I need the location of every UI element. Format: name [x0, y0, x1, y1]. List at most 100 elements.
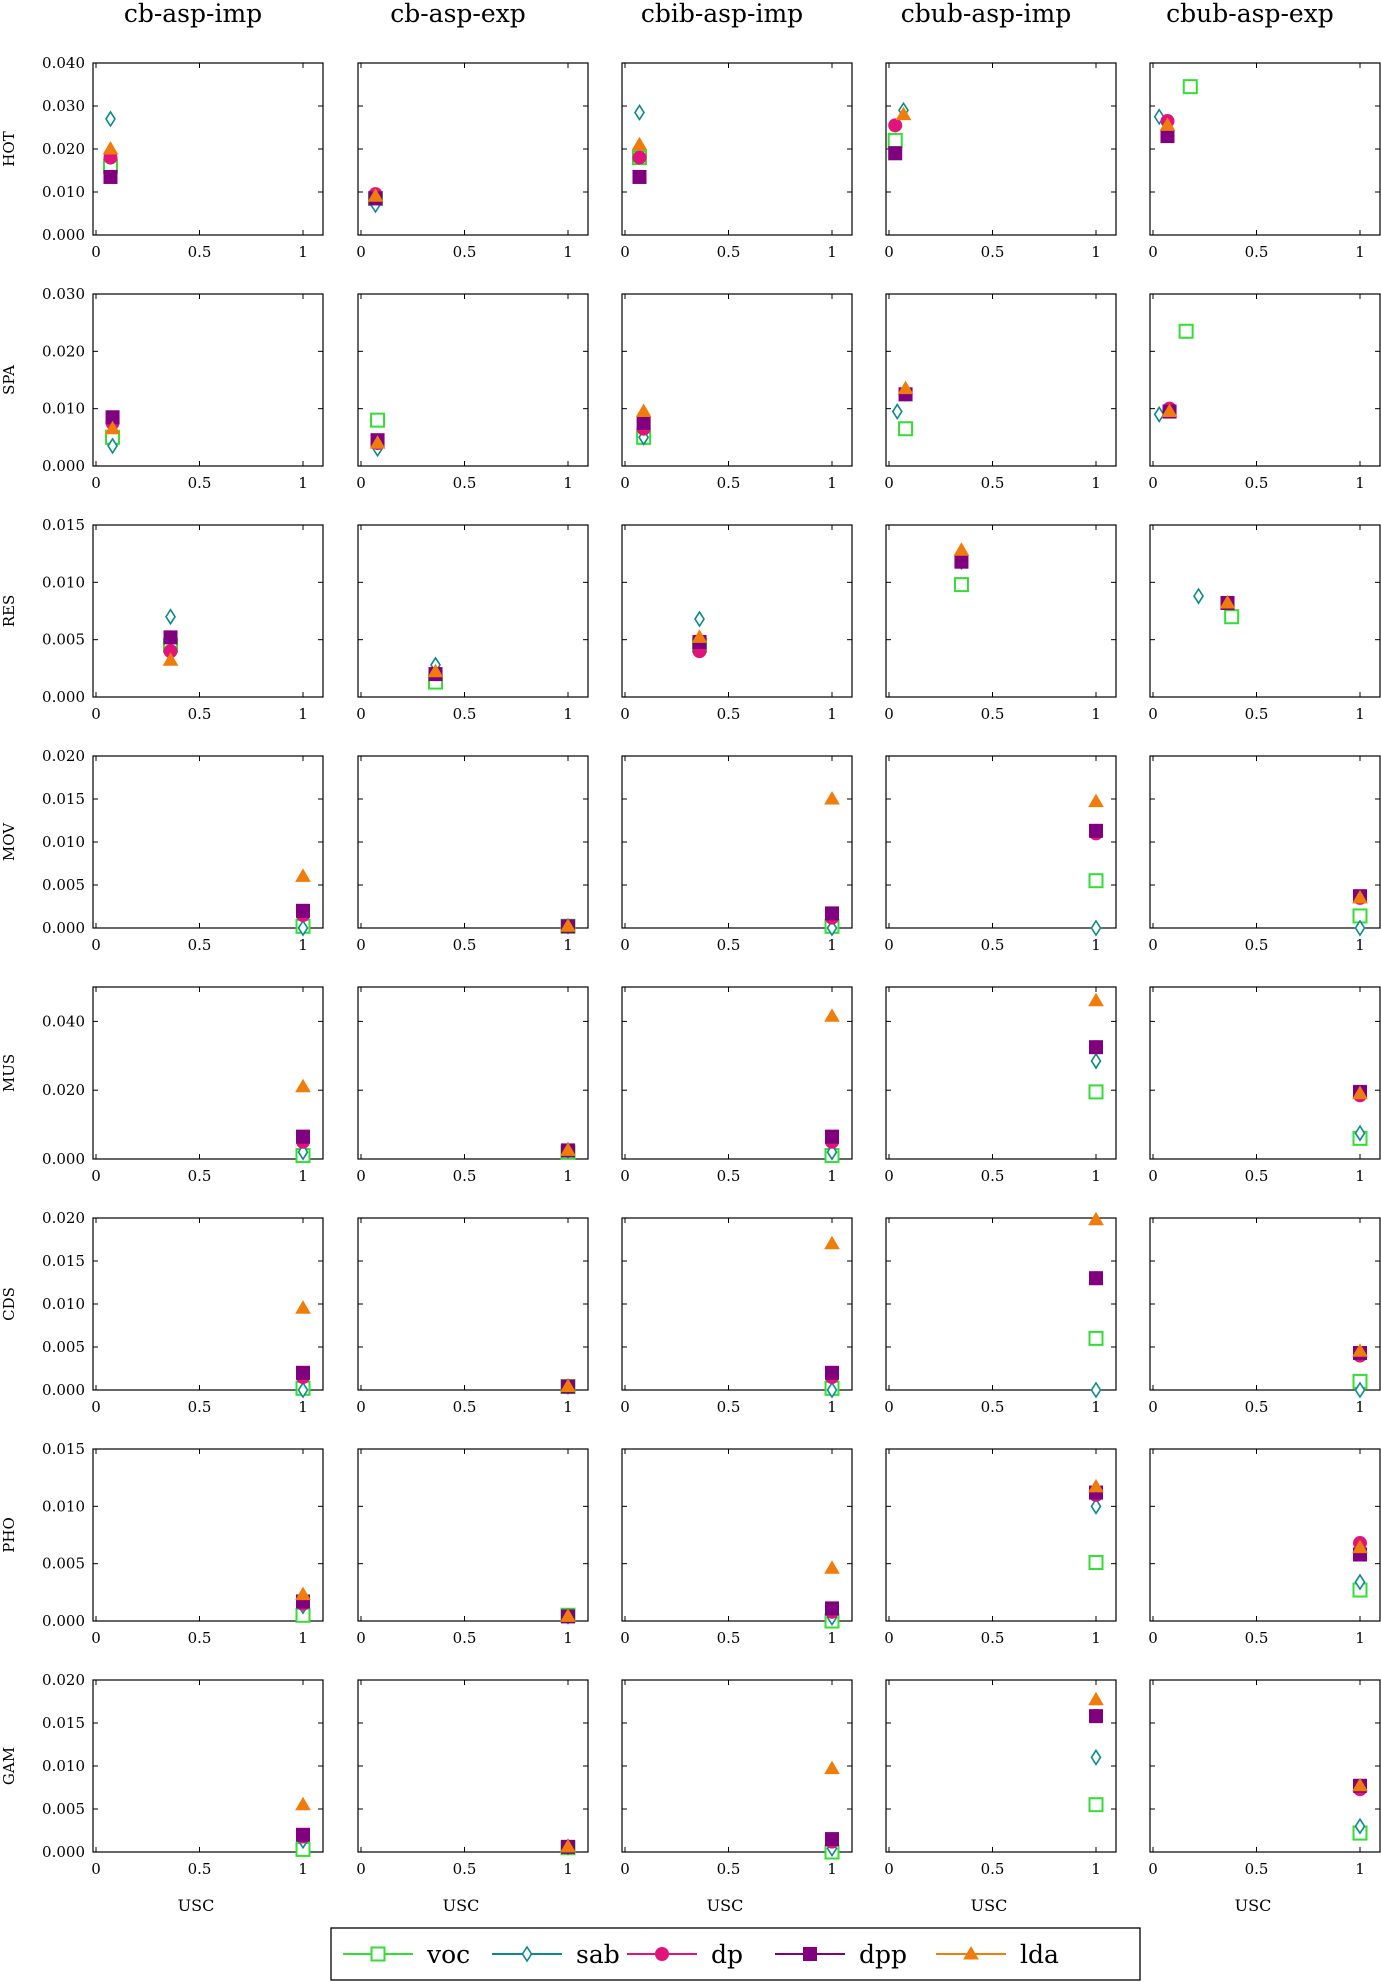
x-tick-label: 0 — [91, 474, 101, 492]
x-tick-label: 1 — [563, 243, 573, 261]
data-point-sab — [1090, 1381, 1102, 1399]
y-tick-label: 0.000 — [42, 688, 85, 706]
data-point-sab — [1354, 1124, 1366, 1142]
legend-marker-voc — [370, 1946, 386, 1962]
data-point-lda — [295, 1796, 311, 1811]
data-point-lda — [369, 435, 386, 449]
x-tick-label: 0 — [356, 705, 366, 723]
x-tick-label: 0.5 — [717, 1860, 741, 1878]
x-tick-label: 0.5 — [188, 1167, 212, 1185]
x-tick-label: 1 — [1355, 243, 1365, 261]
data-point-dpp — [1089, 823, 1103, 838]
data-point-sab — [165, 608, 176, 626]
x-tick-label: 0.5 — [188, 1629, 212, 1647]
data-point-dpp — [825, 1365, 839, 1380]
x-tick-label: 0 — [1148, 1629, 1158, 1647]
data-point-sab — [1354, 1573, 1366, 1591]
data-point-dpp — [103, 169, 118, 184]
data-point-sab — [1153, 405, 1165, 423]
plot-frame — [357, 1448, 589, 1622]
data-point-sab — [1090, 1497, 1102, 1515]
x-tick-label: 1 — [1091, 936, 1101, 954]
x-tick-label: 0 — [620, 705, 630, 723]
x-tick-label: 0 — [884, 474, 894, 492]
x-tick-label: 0 — [1148, 1398, 1158, 1416]
data-point-lda — [1088, 992, 1104, 1007]
x-tick-label: 0 — [620, 1629, 630, 1647]
x-tick-label: 0.5 — [1245, 1398, 1269, 1416]
data-point-dpp — [1089, 1271, 1103, 1286]
plot-frame — [1149, 1217, 1381, 1391]
x-tick-label: 1 — [827, 1398, 837, 1416]
x-tick-label: 0.5 — [717, 1398, 741, 1416]
y-tick-label: 0.015 — [42, 1252, 85, 1270]
y-tick-label: 0.015 — [42, 516, 85, 534]
data-point-lda — [295, 1586, 311, 1601]
data-point-sab — [1354, 1381, 1366, 1399]
data-point-dpp — [163, 630, 178, 645]
y-tick-label: 0.020 — [42, 342, 85, 360]
data-point-lda — [1088, 1691, 1104, 1706]
data-point-voc — [1088, 1555, 1104, 1571]
data-point-dpp — [825, 1601, 839, 1616]
data-point-lda — [367, 188, 384, 202]
legend-label-voc: voc — [426, 1940, 470, 1969]
legend-label-dp: dp — [711, 1940, 743, 1969]
x-tick-label: 0.5 — [981, 1860, 1005, 1878]
x-tick-label: 1 — [298, 243, 308, 261]
data-point-sab — [1090, 919, 1102, 937]
x-tick-label: 1 — [1355, 474, 1365, 492]
x-tick-label: 0.5 — [717, 1629, 741, 1647]
data-point-lda — [1161, 403, 1178, 418]
x-tick-label: 1 — [298, 1398, 308, 1416]
data-point-lda — [824, 1008, 840, 1022]
plot-frame — [621, 62, 853, 236]
data-point-lda — [895, 106, 912, 121]
plot-frame — [885, 1448, 1117, 1622]
x-tick-label: 1 — [298, 1860, 308, 1878]
y-tick-label: 0.000 — [42, 226, 85, 244]
x-tick-label: 1 — [1091, 1629, 1101, 1647]
plot-frame — [885, 62, 1117, 236]
x-tick-label: 1 — [827, 1860, 837, 1878]
data-point-lda — [1352, 1085, 1368, 1100]
x-tick-label: 1 — [563, 705, 573, 723]
data-point-sab — [826, 1143, 838, 1161]
x-tick-label: 0.5 — [981, 1398, 1005, 1416]
column-title: cb-asp-imp — [124, 0, 262, 28]
y-tick-label: 0.000 — [42, 1612, 85, 1630]
y-tick-label: 0.005 — [42, 876, 85, 894]
data-point-voc — [1182, 79, 1198, 95]
column-title: cb-asp-exp — [390, 0, 526, 28]
x-tick-label: 0 — [1148, 1860, 1158, 1878]
x-tick-label: 0.5 — [1245, 243, 1269, 261]
data-point-dpp — [636, 416, 651, 430]
y-tick-label: 0.020 — [42, 1081, 85, 1099]
x-tick-label: 1 — [1355, 705, 1365, 723]
x-tick-label: 0 — [1148, 936, 1158, 954]
x-tick-label: 0 — [620, 936, 630, 954]
y-tick-label: 0.010 — [42, 400, 85, 418]
column-title: cbub-asp-exp — [1166, 0, 1334, 28]
x-tick-label: 0 — [91, 1398, 101, 1416]
x-tick-label: 1 — [563, 1398, 573, 1416]
data-point-lda — [631, 136, 648, 151]
x-tick-label: 0 — [91, 1860, 101, 1878]
x-tick-label: 0 — [356, 1398, 366, 1416]
data-point-sab — [634, 103, 645, 121]
x-tick-label: 1 — [298, 1629, 308, 1647]
data-point-lda — [1352, 889, 1368, 904]
data-point-lda — [295, 1078, 311, 1093]
row-label: HOT — [0, 131, 18, 166]
x-tick-label: 0 — [91, 936, 101, 954]
x-tick-label: 1 — [298, 1167, 308, 1185]
plot-frame — [1149, 293, 1381, 467]
plot-frame — [885, 293, 1117, 467]
x-axis-label: USC — [443, 1896, 480, 1915]
x-tick-label: 0.5 — [188, 705, 212, 723]
legend-label-dpp: dpp — [859, 1940, 907, 1969]
legend-label-lda: lda — [1020, 1940, 1059, 1969]
y-tick-label: 0.000 — [42, 1843, 85, 1861]
x-tick-label: 1 — [1091, 1398, 1101, 1416]
data-point-sab — [1354, 919, 1366, 937]
